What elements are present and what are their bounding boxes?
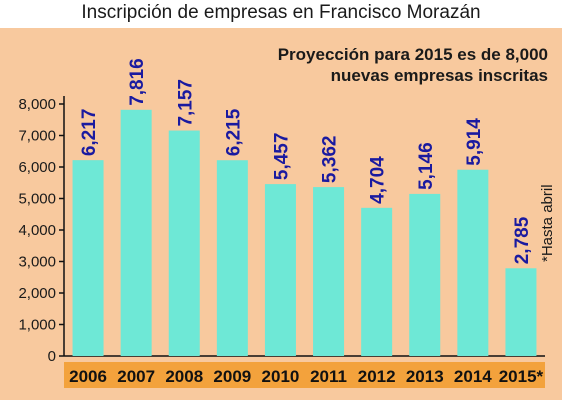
x-tick-label: 2010: [262, 367, 300, 386]
x-tick-label: 2013: [406, 367, 444, 386]
x-tick-label: 2015*: [499, 367, 544, 386]
x-tick-label: 2008: [165, 367, 203, 386]
x-tick-label: 2011: [310, 367, 347, 386]
bar: [313, 187, 345, 356]
bar: [216, 160, 248, 356]
x-tick-label: 2012: [358, 367, 396, 386]
y-tick-label: 5,000: [18, 191, 56, 208]
projection-note: Proyección para 2015 es de 8,000 nuevas …: [278, 44, 548, 86]
bar: [72, 160, 104, 356]
y-tick-label: 8,000: [18, 96, 56, 113]
bar-value-label: 5,146: [416, 142, 437, 190]
projection-line-1: Proyección para 2015 es de 8,000: [277, 45, 548, 64]
bar: [264, 184, 296, 356]
y-tick-label: 6,000: [18, 159, 56, 176]
bar-value-label: 7,157: [175, 79, 196, 127]
bar: [409, 193, 441, 356]
y-tick-label: 3,000: [18, 254, 56, 271]
bar-value-label: 5,457: [271, 133, 292, 181]
bar: [457, 169, 489, 356]
y-tick-label: 7,000: [18, 128, 56, 145]
bar: [361, 207, 393, 356]
bar-value-label: 6,215: [223, 108, 244, 156]
y-tick-label: 4,000: [18, 222, 56, 239]
bar-value-label: 2,785: [512, 216, 533, 264]
y-tick-label: 0: [48, 348, 56, 365]
y-tick-label: 2,000: [18, 285, 56, 302]
bar: [505, 268, 537, 356]
bar: [120, 109, 152, 357]
page-title: Inscripción de empresas en Francisco Mor…: [81, 2, 481, 23]
category-band: [64, 362, 545, 388]
bar-value-label: 7,816: [127, 58, 148, 106]
bar: [168, 130, 200, 356]
x-tick-label: 2006: [69, 367, 107, 386]
bar-value-label: 5,914: [464, 118, 485, 166]
x-tick-label: 2014: [454, 367, 492, 386]
bar-value-label: 6,217: [79, 109, 100, 157]
bar-value-label: 5,362: [320, 136, 341, 184]
projection-line-2: nuevas empresas inscritas: [330, 66, 548, 85]
x-tick-label: 2007: [117, 367, 155, 386]
footnote: *Hasta abril: [539, 184, 556, 262]
bar-value-label: 4,704: [368, 156, 389, 204]
x-tick-label: 2009: [213, 367, 251, 386]
y-tick-label: 1,000: [18, 317, 56, 334]
